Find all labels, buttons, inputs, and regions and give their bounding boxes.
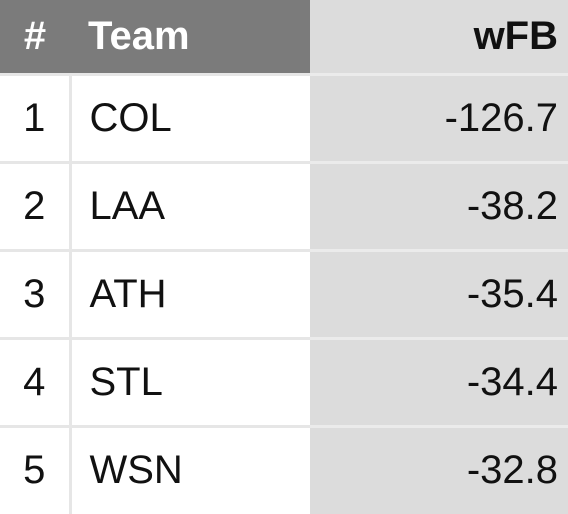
- header-cell: #: [0, 0, 70, 74]
- table-row: 5 WSN -32.8: [0, 424, 568, 514]
- table-cell: -34.4: [310, 336, 568, 426]
- table-cell: -38.2: [310, 160, 568, 250]
- table-cell: ATH: [70, 248, 310, 338]
- header-cell: wFB: [310, 0, 568, 74]
- table-cell: COL: [70, 72, 310, 162]
- table-body: 1 COL -126.7 2 LAA -38.2 3 ATH -35.4 4 STL -34.4 5 WS…: [0, 72, 568, 514]
- table-row: 2 LAA -38.2: [0, 160, 568, 250]
- table-cell: 3: [0, 248, 72, 338]
- header-row: # Team wFB: [0, 0, 568, 74]
- table-row: 3 ATH -35.4: [0, 248, 568, 338]
- table-cell: -32.8: [310, 424, 568, 514]
- table-cell: LAA: [70, 160, 310, 250]
- table-cell: 4: [0, 336, 72, 426]
- table-row: 4 STL -34.4: [0, 336, 568, 426]
- table-cell: -126.7: [310, 72, 568, 162]
- table-cell: 1: [0, 72, 72, 162]
- table-cell: STL: [70, 336, 310, 426]
- table-cell: 2: [0, 160, 72, 250]
- table-row: 1 COL -126.7: [0, 72, 568, 162]
- header-cell: Team: [70, 0, 310, 74]
- table-cell: -35.4: [310, 248, 568, 338]
- table-header: # Team wFB: [0, 0, 568, 74]
- table-cell: WSN: [70, 424, 310, 514]
- table-cell: 5: [0, 424, 72, 514]
